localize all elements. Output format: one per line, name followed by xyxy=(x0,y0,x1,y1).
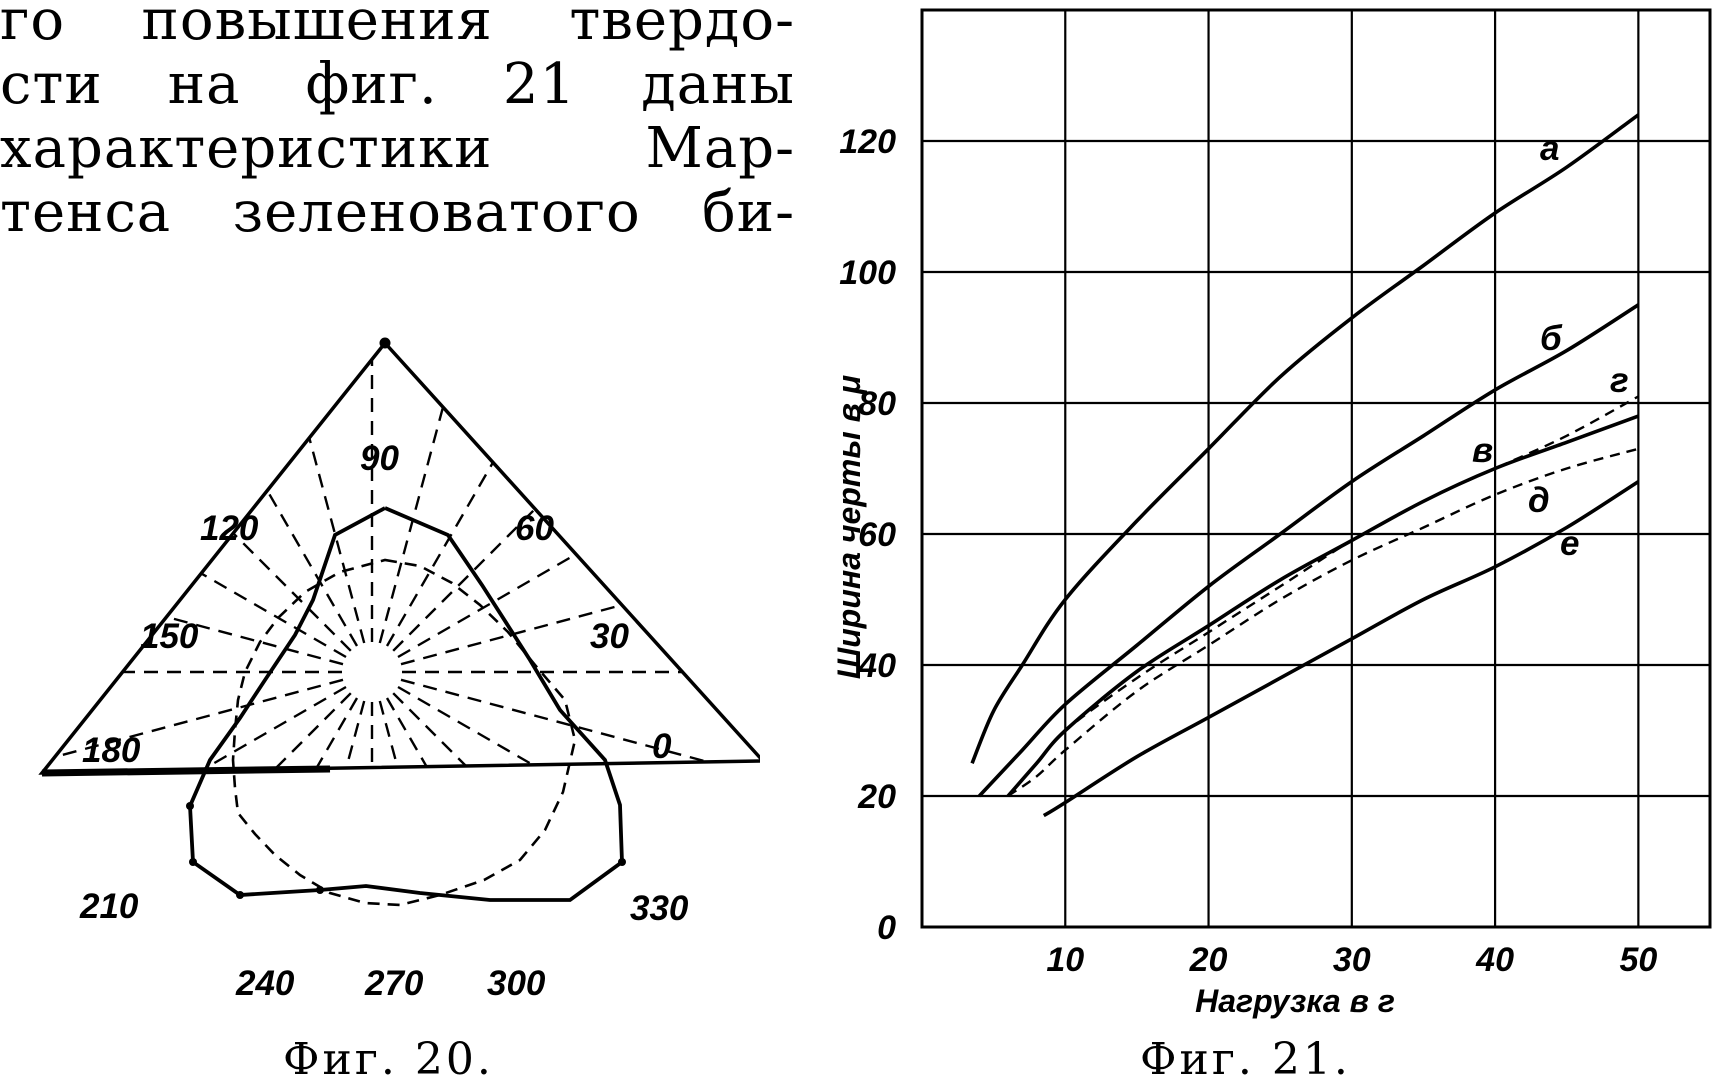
x-tick-label: 30 xyxy=(1333,941,1371,979)
radial-ray xyxy=(385,461,495,647)
series-line-д xyxy=(1007,447,1639,797)
angle-label-30: 30 xyxy=(590,617,629,656)
text-line-1: го повышения твердо- xyxy=(0,0,795,53)
x-axis-label: Нагрузка в г xyxy=(1195,983,1395,1019)
radial-ray xyxy=(274,692,352,770)
radial-ray xyxy=(378,700,399,768)
series-label-в: в xyxy=(1472,431,1493,470)
figure-20-caption: Фиг. 20. xyxy=(283,1034,494,1085)
text-line-2: сти на фиг. 21 даны xyxy=(0,52,795,117)
radial-ray xyxy=(200,572,347,659)
angle-labels: 90 60 120 150 30 180 0 210 330 240 270 3… xyxy=(79,439,689,1003)
x-tick-label: 10 xyxy=(1046,941,1084,979)
y-axis-label: Ширина черты в μ xyxy=(831,375,867,679)
series-label-б: б xyxy=(1540,319,1563,358)
radial-ray xyxy=(266,490,359,647)
radial-ray xyxy=(378,406,445,644)
plot-frame xyxy=(920,8,1712,929)
radial-dashed-rays xyxy=(54,359,708,772)
inner-dashed-contour xyxy=(231,558,577,907)
radial-ray xyxy=(232,532,352,652)
series-line-в xyxy=(1006,414,1640,798)
text-line-3: характеристики Мар- xyxy=(0,116,795,181)
series-line-г xyxy=(1007,395,1639,797)
radial-ray xyxy=(400,603,623,666)
radial-ray xyxy=(392,692,467,767)
series-label-а: а xyxy=(1540,129,1559,168)
y-tick-label: 60 xyxy=(858,516,896,554)
y-tick-label: 40 xyxy=(857,647,896,685)
text-line-4: тенса зеленоватого би- xyxy=(0,180,795,245)
y-tick-label: 0 xyxy=(877,909,896,947)
radial-ray xyxy=(400,678,708,764)
radial-ray xyxy=(397,553,577,659)
series-line-а xyxy=(970,113,1640,764)
radial-ray xyxy=(201,685,347,772)
angle-label-270: 270 xyxy=(364,964,424,1003)
contour-vertex-dots xyxy=(186,802,626,899)
angle-label-330: 330 xyxy=(630,889,689,928)
y-tick-label: 120 xyxy=(839,123,896,161)
figure-20-diagram: 90 60 120 150 30 180 0 210 330 240 270 3… xyxy=(38,337,760,1003)
series-line-б xyxy=(977,303,1640,798)
angle-label-180: 180 xyxy=(82,731,141,770)
triangle-base-thick xyxy=(41,765,331,777)
angle-label-210: 210 xyxy=(79,887,139,926)
angle-label-60: 60 xyxy=(515,509,554,548)
x-tick-label: 50 xyxy=(1619,941,1657,979)
series-label-г: г xyxy=(1610,361,1629,400)
radial-ray xyxy=(308,437,366,644)
y-tick-label: 80 xyxy=(858,385,896,423)
y-tick-label: 20 xyxy=(857,778,896,816)
figure-21-caption: Фиг. 21. xyxy=(1140,1034,1351,1085)
angle-label-90: 90 xyxy=(360,439,399,478)
angle-label-300: 300 xyxy=(487,964,546,1003)
radial-ray xyxy=(385,697,428,768)
angle-label-0: 0 xyxy=(652,727,672,766)
radial-ray xyxy=(315,697,359,770)
series-line-е xyxy=(1042,480,1640,818)
radial-ray xyxy=(392,508,536,652)
radial-ray xyxy=(166,615,344,666)
x-tick-label: 20 xyxy=(1189,941,1228,979)
angle-label-240: 240 xyxy=(235,964,295,1003)
radial-ray xyxy=(54,678,344,759)
radial-ray xyxy=(345,700,366,769)
triangle-outline xyxy=(38,340,760,775)
series-label-д: д xyxy=(1528,481,1550,520)
y-tick-label: 100 xyxy=(839,254,896,292)
angle-label-120: 120 xyxy=(200,509,259,548)
triangle-apex-dot xyxy=(379,337,391,349)
series-label-е: е xyxy=(1560,524,1579,563)
x-tick-label: 40 xyxy=(1475,941,1514,979)
radial-ray xyxy=(397,685,534,766)
angle-label-150: 150 xyxy=(140,617,199,656)
outer-solid-contour xyxy=(188,506,624,902)
